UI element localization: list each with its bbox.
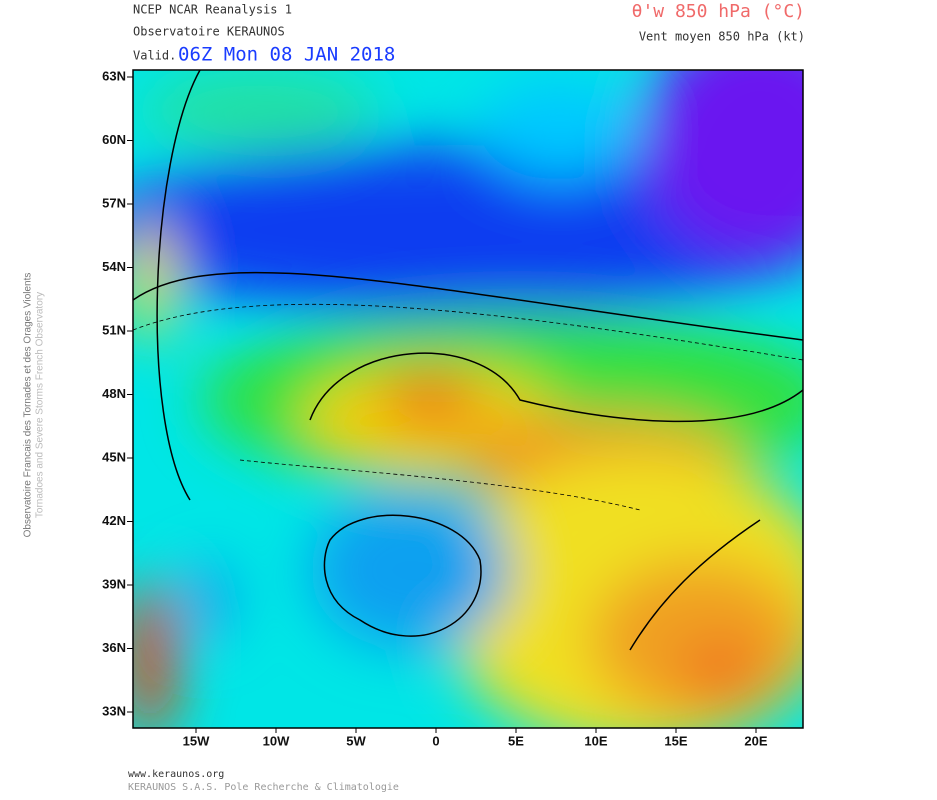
lat-label: 39N (102, 576, 126, 591)
valid-time: 06Z Mon 08 JAN 2018 (178, 44, 395, 66)
axes: 63N 60N 57N 54N 51N 48N 45N 42N 39N 36N 33N 15W 10W 5… (102, 68, 768, 748)
wind: Vent moyen 850 hPa (kt) (639, 30, 805, 44)
footer-company: KERAUNOS S.A.S. Pole Recherche & Climato… (128, 782, 399, 793)
side-label: Observatoire Francais des Tornades et de… (23, 273, 34, 538)
lat-label: 57N (102, 195, 126, 210)
lat-label: 51N (102, 322, 126, 337)
lon-label: 15W (183, 733, 210, 748)
lon-label: 5W (346, 733, 366, 748)
side-label: Tornadoes and Severe Storms French Obser… (35, 292, 46, 518)
lon-label: 20E (744, 733, 767, 748)
source: NCEP NCAR Reanalysis 1 (133, 3, 292, 17)
temperature-field (133, 70, 803, 728)
lon-label: 0 (432, 733, 439, 748)
lat-label: 63N (102, 68, 126, 83)
parameter: θ'w 850 hPa (°C) (632, 1, 805, 22)
lat-label: 48N (102, 386, 126, 401)
observatory: Observatoire KERAUNOS (133, 25, 285, 39)
map-frame (132, 69, 804, 729)
lat-label: 42N (102, 513, 126, 528)
lat-label: 60N (102, 132, 126, 147)
lon-label: 5E (508, 733, 524, 748)
lon-label: 15E (664, 733, 687, 748)
lon-label: 10E (584, 733, 607, 748)
lat-label: 54N (102, 259, 126, 274)
lat-label: 36N (102, 640, 126, 655)
lat-label: 45N (102, 449, 126, 464)
lon-label: 10W (263, 733, 290, 748)
footer-url: www.keraunos.org (128, 769, 224, 780)
lat-label: 33N (102, 703, 126, 718)
valid-prefix: Valid. (133, 49, 176, 63)
